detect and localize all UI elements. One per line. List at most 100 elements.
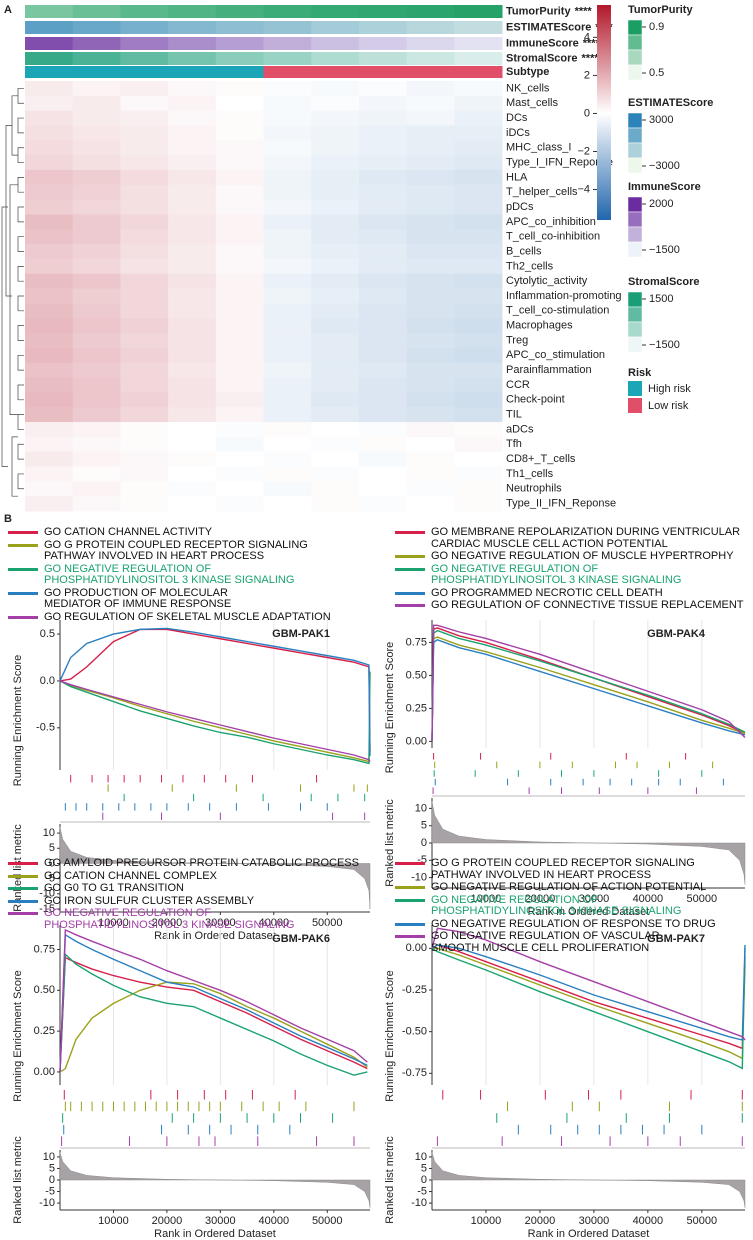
row-label: Type_II_IFN_Reponse <box>506 497 616 509</box>
legend-swatch <box>627 336 643 353</box>
heat-cell <box>120 125 169 141</box>
es-curve <box>59 933 368 1072</box>
heat-cell <box>120 436 169 453</box>
heat-cell <box>168 392 217 408</box>
legend-swatch <box>627 226 643 243</box>
es-curve <box>59 952 368 1076</box>
heat-cell <box>358 318 408 334</box>
annotation-cell <box>406 5 455 18</box>
legend-entry: GO NEGATIVE REGULATION OF MUSCLE HYPERTR… <box>395 550 744 563</box>
legend-entry: GO CATION CHANNEL COMPLEX <box>8 869 359 883</box>
heat-cell <box>168 184 217 201</box>
legend-entry: GO NEGATIVE REGULATION OF PHOSPHATIDYLIN… <box>8 907 359 931</box>
heat-cell <box>168 199 217 215</box>
annotation-cell <box>311 5 360 18</box>
heat-cell <box>215 155 264 171</box>
y-tick-label: 0.5 <box>40 628 55 640</box>
legend-swatch <box>395 922 425 926</box>
heat-cell <box>25 199 74 215</box>
y-axis-label: Ranked list metric <box>12 1136 24 1224</box>
significance: **** <box>582 52 600 64</box>
heat-cell <box>311 244 360 260</box>
heat-cell <box>120 110 169 126</box>
heat-cell <box>168 214 217 230</box>
heat-cell <box>25 303 74 319</box>
y-axis-label: Running Enrichment Score <box>384 970 396 1101</box>
annotation-cell <box>358 5 408 18</box>
x-axis-label: Rank in Ordered Dataset <box>154 1228 276 1240</box>
subtype-cell <box>215 66 264 78</box>
heat-cell <box>406 110 455 126</box>
y-tick-label: 0.50 <box>406 669 427 681</box>
annotation-label: TumorPurity <box>506 5 571 17</box>
heat-cell <box>311 392 360 408</box>
heat-cell <box>72 110 121 126</box>
heat-cell <box>215 362 264 379</box>
heat-cell <box>168 496 217 512</box>
panel-title: GBM-PAK4 <box>647 628 706 640</box>
heat-cell <box>263 288 312 304</box>
heat-cell <box>311 451 360 468</box>
heat-cell <box>72 229 121 245</box>
heat-cell <box>215 496 264 512</box>
legend-title: StromalScore <box>628 276 700 288</box>
row-label: pDCs <box>506 201 534 213</box>
heat-cell <box>72 422 121 438</box>
heat-cell <box>454 110 503 126</box>
legend-swatch <box>8 912 38 915</box>
heat-cell <box>215 140 264 156</box>
heat-cell <box>406 288 455 304</box>
heat-cell <box>25 392 74 408</box>
heat-cell <box>358 81 408 97</box>
legend-swatch <box>627 112 643 129</box>
heat-cell <box>263 436 312 453</box>
legend-swatch <box>627 321 643 338</box>
heat-cell <box>358 140 408 156</box>
heat-cell <box>454 95 503 112</box>
legend-label: GO REGULATION OF CONNECTIVE TISSUE REPLA… <box>431 599 744 611</box>
legend-label: GO CATION CHANNEL COMPLEX <box>44 869 217 882</box>
heat-cell <box>25 481 74 497</box>
heat-cell <box>72 140 121 156</box>
heat-cell <box>406 140 455 156</box>
heat-cell <box>406 466 455 482</box>
dendro-branch <box>17 265 24 282</box>
legend-entry: GO G0 TO G1 TRANSITION <box>8 882 359 895</box>
heat-cell <box>168 318 217 334</box>
heat-cell <box>263 229 312 245</box>
heat-cell <box>263 333 312 349</box>
es-curve <box>431 639 746 742</box>
heat-cell <box>311 155 360 171</box>
legend-tick-label: 0.5 <box>649 67 664 79</box>
heat-cell <box>358 229 408 245</box>
legend-entry: GO NEGATIVE REGULATION OF ACTION POTENTI… <box>395 881 716 894</box>
es-curve <box>431 927 746 1041</box>
heat-cell <box>406 244 455 260</box>
legend-swatch <box>8 862 38 865</box>
heat-cell <box>72 258 121 275</box>
heat-cell <box>311 140 360 156</box>
heat-cell <box>454 184 503 201</box>
legend-label: GO PRODUCTION OF MOLECULAR MEDIATOR OF I… <box>44 586 232 610</box>
legend-entry: GO G PROTEIN COUPLED RECEPTOR SIGNALING … <box>395 857 716 881</box>
heat-cell <box>454 422 503 438</box>
legend-label: GO CATION CHANNEL ACTIVITY <box>44 526 213 538</box>
legend-label: GO G PROTEIN COUPLED RECEPTOR SIGNALING … <box>431 857 695 881</box>
heat-cell <box>311 466 360 482</box>
legend-swatch <box>8 615 38 619</box>
legend-swatch <box>628 381 642 396</box>
heat-cell <box>358 466 408 482</box>
legend-entry: GO NEGATIVE REGULATION OF PHOSPHATIDYLIN… <box>8 563 331 587</box>
heat-cell <box>406 481 455 497</box>
heat-cell <box>215 273 264 290</box>
heat-cell <box>215 318 264 334</box>
heat-cell <box>263 155 312 171</box>
heat-cell <box>311 81 360 97</box>
heat-cell <box>311 258 360 275</box>
heat-cell <box>311 318 360 334</box>
heat-cell <box>358 110 408 126</box>
heat-cell <box>406 169 455 186</box>
heat-cell <box>215 199 264 215</box>
heat-cell <box>168 436 217 453</box>
legend-label: GO G PROTEIN COUPLED RECEPTOR SIGNALING … <box>44 538 308 562</box>
